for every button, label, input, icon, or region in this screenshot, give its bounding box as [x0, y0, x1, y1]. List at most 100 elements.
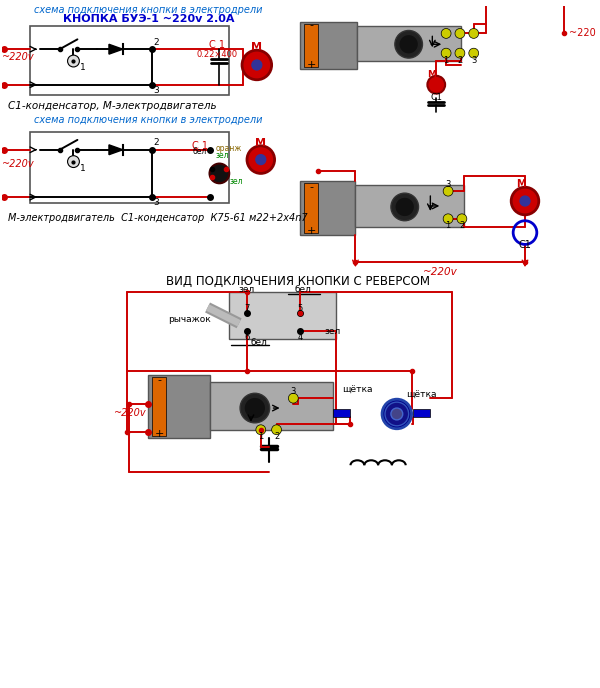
- Text: КНОПКА БУЭ-1 ~220v 2.0A: КНОПКА БУЭ-1 ~220v 2.0A: [62, 14, 234, 23]
- Bar: [358, 25, 461, 61]
- Text: ВИД ПОДКЛЮЧЕНИЯ КНОПКИ С РЕВЕРСОМ: ВИД ПОДКЛЮЧЕНИЯ КНОПКИ С РЕВЕРСОМ: [166, 275, 430, 288]
- Bar: [355, 185, 464, 226]
- Text: +: +: [155, 429, 164, 439]
- Circle shape: [441, 48, 451, 58]
- Text: 0.22×400: 0.22×400: [197, 50, 238, 58]
- Text: 2: 2: [154, 38, 159, 47]
- Text: зел: зел: [229, 177, 243, 186]
- Text: C 1: C 1: [209, 41, 226, 50]
- Bar: [30, 132, 229, 203]
- Text: зел: зел: [325, 327, 341, 336]
- Text: M: M: [255, 138, 266, 148]
- Circle shape: [247, 146, 275, 173]
- Text: зел: зел: [215, 151, 229, 160]
- Text: рычажок: рычажок: [169, 315, 211, 324]
- Circle shape: [242, 50, 272, 80]
- Text: 2: 2: [274, 432, 279, 441]
- Text: 2: 2: [154, 138, 159, 147]
- Text: 3: 3: [154, 86, 159, 95]
- Circle shape: [256, 424, 266, 435]
- Circle shape: [382, 399, 412, 429]
- Text: 3: 3: [290, 387, 296, 396]
- Text: C1: C1: [518, 240, 532, 250]
- Circle shape: [520, 196, 530, 206]
- Text: C 1: C 1: [191, 141, 208, 151]
- Circle shape: [455, 48, 465, 58]
- Circle shape: [391, 193, 419, 221]
- Polygon shape: [109, 145, 123, 155]
- Text: 2: 2: [459, 221, 464, 230]
- Circle shape: [68, 155, 79, 167]
- Text: ~220v: ~220v: [2, 52, 35, 62]
- Circle shape: [443, 214, 453, 224]
- Text: M: M: [516, 180, 526, 189]
- Circle shape: [455, 28, 465, 39]
- Text: ~220v: ~220v: [115, 408, 147, 418]
- Text: оранж: оранж: [215, 144, 242, 153]
- Text: C1: C1: [430, 93, 442, 102]
- Circle shape: [272, 424, 281, 435]
- Bar: [209, 383, 333, 430]
- Text: 1: 1: [80, 164, 86, 173]
- Circle shape: [395, 30, 422, 58]
- Circle shape: [395, 197, 415, 217]
- Text: M: M: [427, 70, 436, 79]
- Text: С1-конденсатор, М-электродвигатель: С1-конденсатор, М-электродвигатель: [8, 101, 217, 111]
- Polygon shape: [109, 44, 123, 54]
- Text: ~220: ~220: [569, 28, 596, 39]
- Bar: [300, 21, 358, 69]
- Text: 2: 2: [457, 56, 463, 65]
- Circle shape: [443, 186, 453, 196]
- Text: 1: 1: [80, 63, 86, 72]
- Bar: [304, 23, 318, 67]
- Bar: [148, 374, 209, 438]
- Circle shape: [385, 402, 409, 426]
- Circle shape: [209, 164, 229, 183]
- Text: 1: 1: [258, 432, 263, 441]
- Circle shape: [252, 60, 262, 70]
- Text: ~220v: ~220v: [423, 267, 458, 277]
- Text: схема подключения кнопки в электродрели: схема подключения кнопки в электродрели: [34, 5, 263, 14]
- Text: бел: бел: [295, 286, 311, 294]
- Circle shape: [289, 394, 298, 403]
- Circle shape: [256, 155, 266, 164]
- Circle shape: [244, 397, 266, 419]
- Text: -: -: [309, 182, 313, 192]
- Text: бел: бел: [250, 338, 267, 347]
- Bar: [413, 409, 430, 417]
- Bar: [300, 182, 355, 235]
- Text: зел: зел: [239, 286, 255, 294]
- Text: -: -: [309, 21, 313, 30]
- Circle shape: [427, 76, 445, 94]
- Text: M: M: [251, 42, 262, 52]
- Circle shape: [469, 48, 479, 58]
- Text: 7: 7: [244, 304, 250, 313]
- Text: 1: 1: [443, 56, 449, 65]
- Bar: [229, 292, 336, 339]
- Text: -: -: [157, 376, 161, 385]
- Text: 1: 1: [445, 221, 451, 230]
- Text: бел: бел: [193, 147, 207, 156]
- Circle shape: [457, 214, 467, 224]
- Text: 5: 5: [298, 304, 303, 313]
- Text: щётка: щётка: [406, 391, 437, 400]
- Text: 3: 3: [445, 180, 451, 189]
- Text: 3: 3: [154, 199, 159, 208]
- Text: 6: 6: [244, 332, 250, 341]
- Text: М-электродвигатель  С1-конденсатор  К75-61 м22+2х4n7: М-электродвигатель С1-конденсатор К75-61…: [8, 213, 308, 223]
- Bar: [304, 183, 318, 233]
- Text: +: +: [307, 226, 316, 235]
- Circle shape: [240, 394, 269, 423]
- Circle shape: [511, 187, 539, 215]
- Circle shape: [399, 34, 419, 54]
- Text: 3: 3: [471, 56, 476, 65]
- Text: 4: 4: [298, 332, 303, 341]
- Text: схема подключения кнопки в электродрели: схема подключения кнопки в электродрели: [34, 115, 263, 125]
- Circle shape: [469, 28, 479, 39]
- Bar: [333, 409, 350, 417]
- Circle shape: [68, 55, 79, 67]
- Text: щётка: щётка: [342, 386, 373, 395]
- Circle shape: [441, 28, 451, 39]
- Bar: [30, 25, 229, 94]
- Text: ~220v: ~220v: [2, 158, 35, 169]
